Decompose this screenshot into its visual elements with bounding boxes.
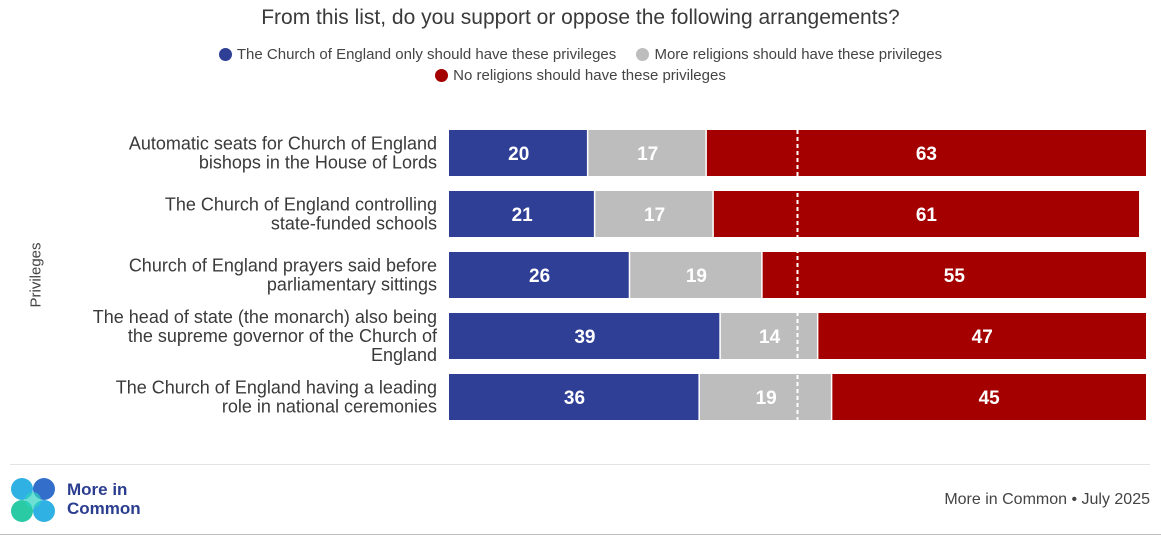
legend-row-1: The Church of England only should have t… [0, 46, 1161, 65]
bar-no-religions-row-4 [818, 313, 1146, 359]
row-label-5-line-2: role in national ceremonies [222, 397, 437, 417]
legend-item-no-religions: No religions should have these privilege… [435, 67, 726, 84]
row-label-3-line-2: parliamentary sittings [267, 275, 437, 295]
bar-no-religions-row-2 [713, 191, 1140, 237]
bar-church-only-row-5 [449, 374, 699, 420]
legend-dot-grey-icon [636, 48, 650, 61]
data-label-no-religions-row-1: 63 [916, 144, 937, 165]
bar-more-religions-row-1 [588, 130, 706, 176]
data-label-more-religions-row-1: 17 [637, 144, 658, 165]
data-label-more-religions-row-5: 19 [756, 388, 777, 409]
bar-church-only-row-2 [449, 191, 594, 237]
legend-row-2: No religions should have these privilege… [0, 67, 1161, 86]
data-label-church-only-row-1: 20 [508, 144, 529, 165]
data-label-more-religions-row-4: 14 [759, 327, 781, 348]
legend-label-church-only: The Church of England only should have t… [236, 46, 617, 63]
legend-item-church-only: The Church of England only should have t… [218, 46, 617, 63]
data-label-church-only-row-2: 21 [512, 205, 534, 226]
bar-more-religions-row-5 [699, 374, 831, 420]
chart-title: From this list, do you support or oppose… [261, 6, 900, 29]
row-label-4-line-2: the supreme governor of the Church of [128, 326, 438, 346]
row-label-3: Church of England prayers said before par… [129, 256, 437, 295]
stacked-bar-chart: Automatic seats for Church of England bis… [93, 130, 1146, 420]
row-label-4: The head of state (the monarch) also bei… [93, 307, 438, 365]
logo-text-line1: More in [67, 480, 128, 499]
bar-more-religions-row-2 [595, 191, 713, 237]
row-label-1-line-1: Automatic seats for Church of England [129, 134, 437, 154]
bar-no-religions-row-5 [832, 374, 1146, 420]
row-label-4-line-3: England [371, 345, 437, 365]
data-label-church-only-row-3: 26 [529, 266, 550, 287]
row-label-4-line-1: The head of state (the monarch) also bei… [93, 307, 437, 327]
data-label-church-only-row-5: 36 [564, 388, 585, 409]
legend-item-more-religions: More religions should have these privile… [636, 46, 942, 63]
data-label-no-religions-row-5: 45 [979, 388, 1001, 409]
bar-church-only-row-4 [449, 313, 720, 359]
data-label-no-religions-row-2: 61 [916, 205, 938, 226]
row-label-5-line-1: The Church of England having a leading [116, 378, 437, 398]
bar-church-only-row-1 [449, 130, 587, 176]
footer-divider [10, 464, 1150, 465]
logo-text-line2: Common [67, 499, 141, 518]
bottom-border [0, 534, 1161, 535]
row-label-1: Automatic seats for Church of England bis… [129, 134, 437, 173]
bar-more-religions-row-3 [630, 252, 762, 298]
bar-more-religions-row-4 [720, 313, 817, 359]
data-label-church-only-row-4: 39 [574, 327, 595, 348]
data-label-no-religions-row-3: 55 [944, 266, 966, 287]
bar-church-only-row-3 [449, 252, 629, 298]
data-label-more-religions-row-2: 17 [644, 205, 665, 226]
legend-label-no-religions: No religions should have these privilege… [453, 67, 726, 84]
logo-text: More in Common [67, 480, 187, 518]
legend-dot-blue-icon [218, 48, 232, 61]
row-label-2-line-2: state-funded schools [271, 214, 437, 234]
row-label-3-line-1: Church of England prayers said before [129, 256, 437, 276]
data-label-no-religions-row-4: 47 [972, 327, 993, 348]
row-label-5: The Church of England having a leading ro… [116, 378, 437, 417]
source-credit: More in Common • July 2025 [944, 491, 1150, 508]
row-label-2-line-1: The Church of England controlling [165, 195, 437, 215]
legend-label-more-religions: More religions should have these privile… [654, 46, 943, 63]
row-label-2: The Church of England controlling state-f… [165, 195, 437, 234]
legend-dot-red-icon [435, 69, 449, 82]
row-label-1-line-2: bishops in the House of Lords [199, 153, 437, 173]
more-in-common-logo-icon [11, 478, 55, 522]
bar-no-religions-row-3 [762, 252, 1146, 298]
bar-no-religions-row-1 [706, 130, 1146, 176]
data-label-more-religions-row-3: 19 [686, 266, 707, 287]
